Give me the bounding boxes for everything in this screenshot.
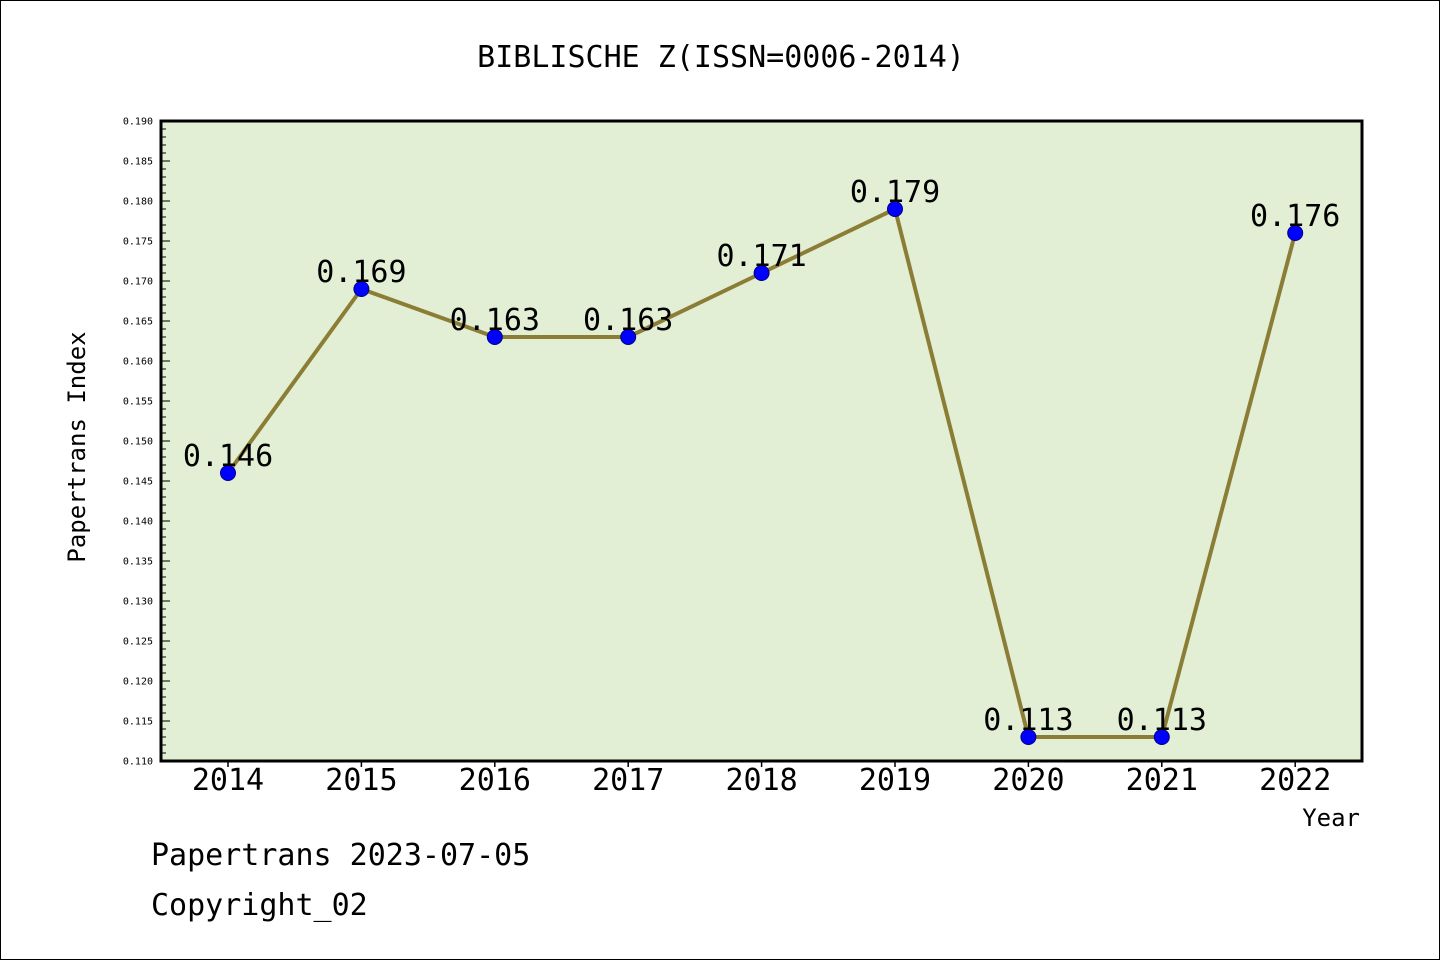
x-tick-label: 2014 <box>192 763 264 798</box>
data-point <box>353 281 370 297</box>
y-tick-label: 0.170 <box>123 277 153 288</box>
footer-copyright-text: Copyright_02 <box>151 888 368 923</box>
plot-border <box>159 119 1364 763</box>
x-tick-label: 2019 <box>859 763 931 798</box>
y-tick-label: 0.155 <box>123 397 153 408</box>
y-tick-label: 0.180 <box>123 197 153 208</box>
x-axis-ticks: 2014 2015 2016 2017 2018 2019 2020 2021 2022 <box>192 761 1331 798</box>
x-tick-label: 2018 <box>725 763 797 798</box>
x-tick-label: 2021 <box>1126 763 1198 798</box>
y-tick-label: 0.140 <box>123 517 153 528</box>
data-point <box>1020 729 1037 745</box>
data-label: 0.179 <box>850 175 940 210</box>
y-axis-label: Papertrans Index <box>63 331 91 562</box>
y-tick-label: 0.150 <box>123 437 153 448</box>
y-tick-label: 0.135 <box>123 557 153 568</box>
data-point <box>753 265 770 281</box>
data-point <box>1153 729 1170 745</box>
data-label: 0.113 <box>1117 703 1207 738</box>
data-label: 0.171 <box>716 239 806 274</box>
x-axis-label: Year <box>1302 804 1360 832</box>
y-axis-ticks: 0.110 0.115 0.120 0.125 0.130 0.135 0.140 0.145… <box>123 117 170 768</box>
data-point <box>887 201 903 217</box>
plot-area <box>161 121 1362 761</box>
data-point <box>620 329 637 345</box>
x-tick-label: 2015 <box>325 763 397 798</box>
chart-title: BIBLISCHE Z(ISSN=0006-2014) <box>477 40 965 75</box>
y-tick-label: 0.160 <box>123 357 153 368</box>
x-tick-label: 2017 <box>592 763 664 798</box>
data-point <box>1287 225 1304 241</box>
data-label: 0.176 <box>1250 199 1340 234</box>
y-tick-label: 0.190 <box>123 117 153 128</box>
data-point <box>220 465 236 481</box>
data-label: 0.163 <box>583 303 673 338</box>
y-tick-label: 0.130 <box>123 597 153 608</box>
x-tick-label: 2020 <box>992 763 1064 798</box>
footer-date-text: Papertrans 2023-07-05 <box>151 838 530 873</box>
y-tick-label: 0.110 <box>123 757 153 768</box>
data-label: 0.163 <box>450 303 540 338</box>
y-tick-label: 0.115 <box>123 717 153 728</box>
y-tick-label: 0.185 <box>123 157 153 168</box>
data-point <box>486 329 503 345</box>
data-label: 0.113 <box>983 703 1073 738</box>
y-tick-label: 0.120 <box>123 677 153 688</box>
y-tick-label: 0.145 <box>123 477 153 488</box>
y-tick-label: 0.125 <box>123 637 153 648</box>
data-label: 0.169 <box>316 255 406 290</box>
x-tick-label: 2022 <box>1259 763 1331 798</box>
x-tick-label: 2016 <box>459 763 531 798</box>
y-tick-label: 0.165 <box>123 317 153 328</box>
y-tick-label: 0.175 <box>123 237 153 248</box>
data-label: 0.146 <box>183 439 273 474</box>
series-layer: 0.146 0.169 0.163 0.163 0.171 0.179 0.113 0.113… <box>183 175 1340 745</box>
